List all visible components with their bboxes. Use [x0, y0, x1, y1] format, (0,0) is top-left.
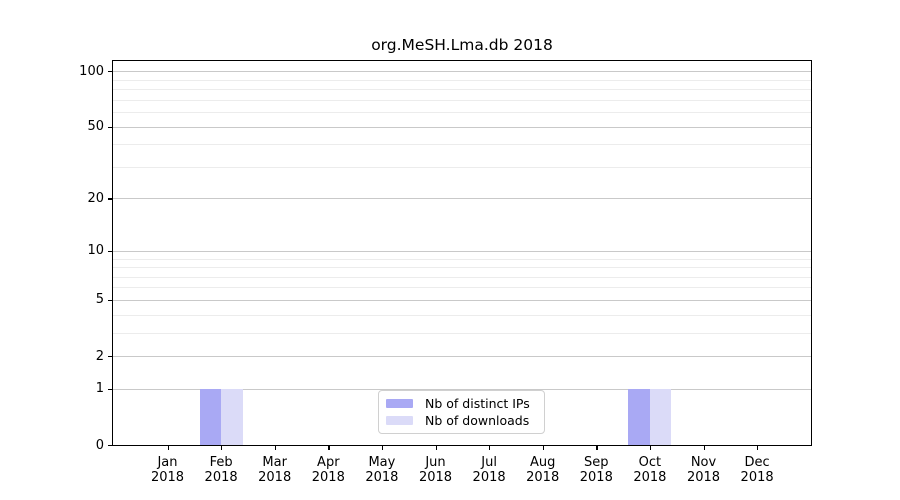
bar-downloads	[221, 388, 243, 445]
x-tick	[381, 445, 384, 450]
gridline-minor	[113, 314, 811, 316]
x-tick-label: Aug 2018	[526, 455, 560, 485]
gridline-minor	[113, 276, 811, 278]
x-tick	[328, 445, 330, 450]
gridline-minor	[113, 258, 811, 260]
x-tick	[167, 445, 169, 450]
legend-swatch-distinct-ips	[386, 399, 413, 408]
chart-title: org.MeSH.Lma.db 2018	[371, 36, 553, 54]
y-tick	[108, 198, 113, 200]
x-tick	[435, 445, 437, 450]
y-tick-label: 2	[95, 348, 104, 364]
y-tick-label: 50	[87, 119, 104, 135]
legend-swatch-downloads	[386, 416, 413, 425]
x-tick-label: Mar 2018	[258, 455, 292, 485]
x-tick-label: Apr 2018	[311, 455, 345, 485]
y-tick-label: 0	[95, 437, 104, 453]
bar-distinct-ips	[199, 388, 222, 445]
legend-entry-downloads: Nb of downloads	[386, 413, 536, 428]
gridline-major	[113, 250, 811, 252]
gridline-major	[113, 388, 811, 390]
gridline-minor	[113, 89, 811, 91]
gridline-minor	[113, 166, 811, 168]
x-tick-label: Jun 2018	[418, 455, 453, 485]
y-tick	[108, 71, 113, 73]
y-tick	[108, 388, 113, 391]
gridline-minor	[113, 287, 811, 289]
x-tick-label: Jul 2018	[472, 455, 506, 485]
gridline-minor	[113, 112, 811, 114]
gridline-major	[113, 356, 811, 358]
y-tick-label: 20	[87, 190, 104, 206]
y-tick-label: 10	[87, 243, 104, 259]
x-tick	[274, 445, 276, 450]
y-tick-label: 100	[79, 63, 104, 79]
x-tick	[542, 445, 544, 450]
y-tick-label: 5	[95, 292, 104, 308]
y-tick	[108, 356, 113, 358]
x-tick	[489, 445, 491, 450]
x-tick	[649, 445, 652, 450]
y-tick	[108, 299, 113, 302]
x-tick-label: Dec 2018	[740, 455, 774, 485]
gridline-major	[113, 299, 811, 301]
gridline-major	[113, 198, 811, 200]
gridline-major	[113, 126, 811, 128]
legend: Nb of distinct IPs Nb of downloads	[378, 390, 545, 434]
x-tick	[703, 445, 705, 450]
legend-label: Nb of distinct IPs	[425, 396, 530, 411]
gridline-minor	[113, 144, 811, 146]
bar-downloads	[649, 388, 672, 445]
x-tick-label: Oct 2018	[633, 455, 667, 485]
gridline-minor	[113, 267, 811, 269]
x-tick-label: Jan 2018	[150, 455, 185, 485]
x-tick	[596, 445, 598, 450]
y-tick	[108, 126, 113, 128]
y-tick	[108, 445, 113, 447]
y-tick-label: 1	[95, 381, 104, 397]
plot-area	[112, 60, 812, 446]
legend-entry-distinct-ips: Nb of distinct IPs	[386, 396, 536, 411]
gridline-minor	[113, 99, 811, 101]
x-tick	[757, 445, 759, 450]
gridline-major	[113, 71, 811, 73]
x-tick-label: May 2018	[365, 455, 399, 485]
bar-distinct-ips	[628, 388, 650, 445]
x-tick	[221, 445, 223, 450]
x-tick-label: Sep 2018	[579, 455, 613, 485]
x-tick-label: Feb 2018	[204, 455, 238, 485]
legend-label: Nb of downloads	[425, 413, 530, 428]
gridline-minor	[113, 332, 811, 334]
gridline-minor	[113, 79, 811, 81]
y-tick	[108, 250, 113, 253]
x-tick-label: Nov 2018	[686, 455, 721, 485]
